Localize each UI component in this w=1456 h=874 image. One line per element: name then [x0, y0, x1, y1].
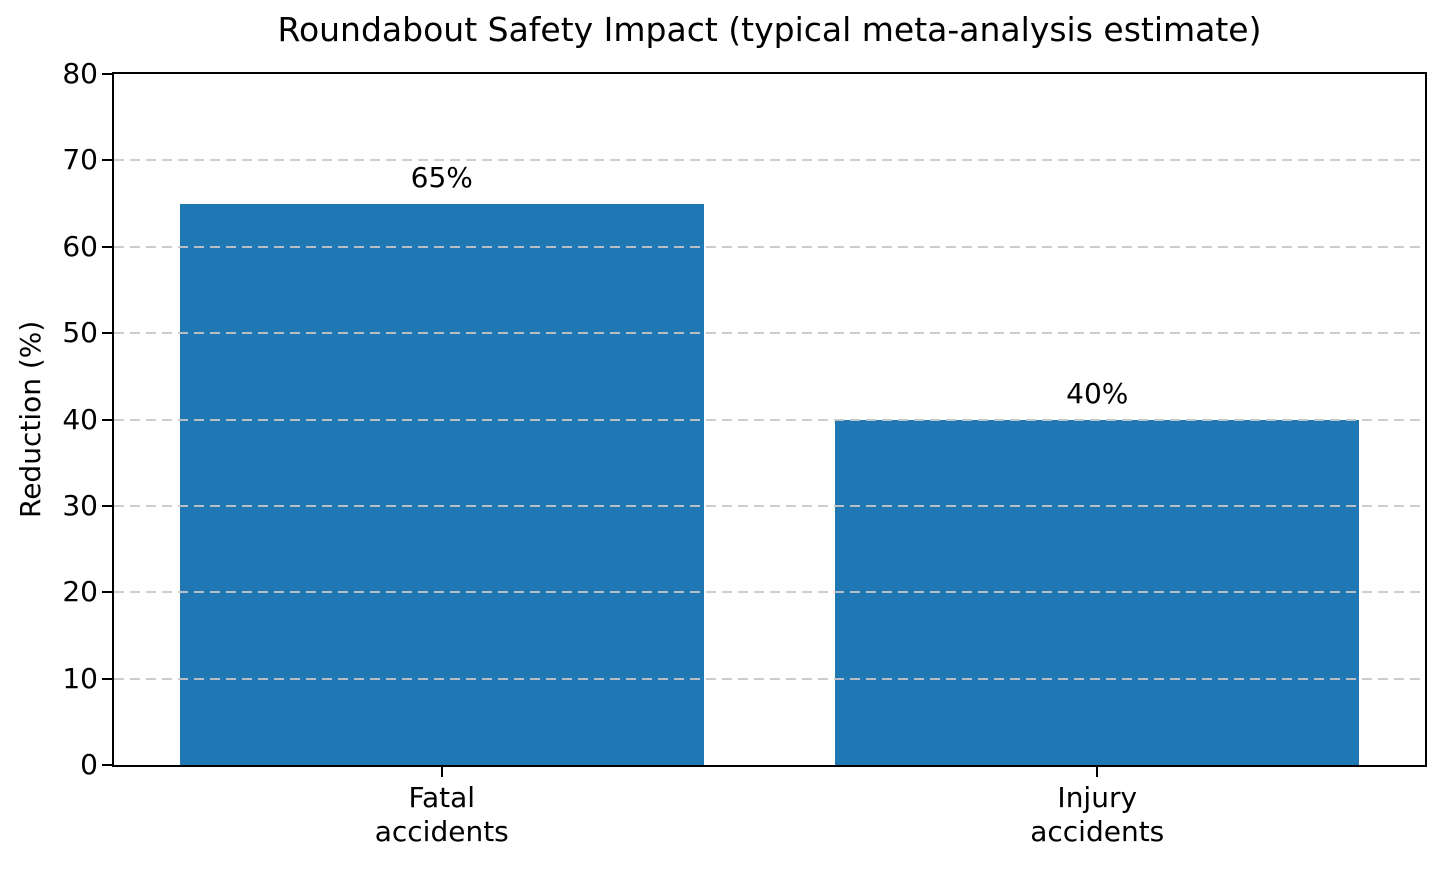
x-tick-mark — [440, 767, 443, 777]
bar — [835, 419, 1360, 765]
y-tick-label: 80 — [62, 57, 98, 90]
y-tick-mark — [102, 159, 112, 162]
y-tick-mark — [102, 418, 112, 421]
bar-value-label: 40% — [1066, 376, 1129, 410]
chart-title: Roundabout Safety Impact (typical meta-a… — [277, 10, 1262, 49]
y-tick-mark — [102, 332, 112, 335]
y-tick-label: 0 — [80, 748, 98, 781]
y-tick-label: 10 — [62, 661, 98, 695]
x-tick-label: Injury accidents — [1030, 781, 1165, 849]
y-tick-mark — [102, 504, 112, 507]
y-tick-mark — [102, 245, 112, 248]
y-tick-label: 50 — [62, 316, 98, 350]
y-tick-mark — [102, 764, 112, 766]
gridline — [114, 159, 1425, 162]
plot-area: 0 10 20 30 40 50 60 70 80 65% Fatal accidents 40% In… — [62, 58, 1427, 848]
y-axis-label: Reduction (%) — [14, 320, 47, 519]
bar — [179, 203, 704, 765]
y-tick-label: 70 — [62, 143, 98, 177]
bar-value-label: 65% — [410, 160, 473, 194]
y-tick-label: 40 — [62, 402, 98, 436]
y-tick-mark — [102, 591, 112, 594]
x-tick-mark — [1096, 767, 1099, 777]
y-tick-label: 30 — [62, 488, 98, 522]
y-tick-label: 60 — [62, 229, 98, 263]
y-tick-mark — [102, 73, 112, 75]
y-tick-label: 20 — [62, 575, 98, 609]
y-tick-mark — [102, 677, 112, 680]
x-tick-label: Fatal accidents — [374, 781, 509, 849]
